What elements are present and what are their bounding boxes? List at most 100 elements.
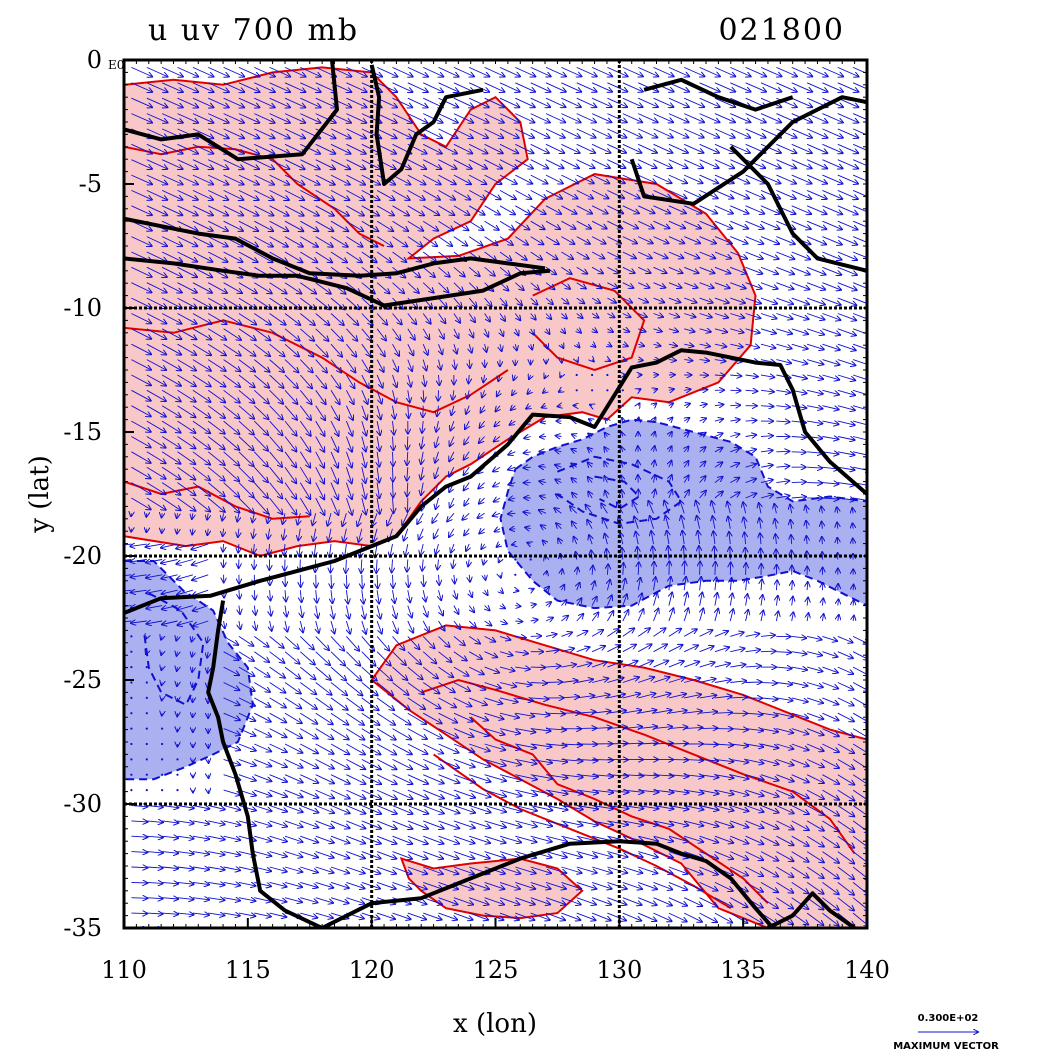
wind-vector-arrow	[653, 251, 668, 258]
wind-vector-arrow	[806, 82, 828, 92]
wind-vector-arrow	[484, 113, 504, 123]
wind-vector-arrow	[515, 159, 533, 169]
wind-vector-arrow	[591, 646, 605, 653]
wind-vector-arrow	[623, 929, 641, 937]
wind-vector-arrow	[432, 513, 439, 523]
wind-vector-arrow	[300, 666, 315, 679]
wind-vector-arrow	[223, 820, 241, 825]
wind-vector-arrow	[300, 866, 318, 872]
wind-vector-arrow	[238, 113, 259, 123]
wind-vector-arrow	[607, 266, 618, 273]
wind-vector-arrow	[822, 359, 839, 365]
wind-vector-arrow	[330, 881, 349, 888]
wind-vector-arrow	[791, 667, 807, 670]
wind-vector-arrow	[607, 929, 625, 937]
wind-vector-arrow	[837, 143, 858, 153]
x-tick-label: 110	[101, 956, 147, 984]
wind-vector-arrow	[177, 282, 197, 293]
wind-vector-arrow	[852, 159, 867, 167]
wind-vector-arrow	[545, 282, 555, 290]
wind-vector-arrow	[760, 159, 781, 169]
wind-vector-arrow	[447, 513, 455, 521]
y-tick-label: -5	[79, 170, 102, 198]
wind-vector-arrow	[269, 205, 289, 216]
wind-vector-arrow	[495, 529, 500, 532]
y-tick-label: -35	[63, 914, 102, 942]
wind-vector-arrow	[484, 128, 504, 138]
wind-vector-arrow	[131, 236, 151, 246]
wind-vector-arrow	[561, 929, 579, 936]
wind-vector-arrow	[776, 466, 789, 467]
wind-vector-arrow	[622, 912, 641, 921]
wind-vector-arrow	[822, 405, 838, 410]
wind-vector-arrow	[346, 174, 365, 185]
reference-vector-value: 0.300E+02	[918, 1013, 979, 1024]
wind-vector-arrow	[561, 236, 574, 244]
wind-vector-arrow	[407, 820, 428, 829]
wind-vector-arrow	[576, 266, 588, 273]
wind-vector-arrow	[591, 143, 610, 153]
wind-vector-arrow	[699, 82, 720, 92]
vector-dot	[161, 773, 164, 776]
wind-vector-arrow	[791, 437, 806, 438]
wind-vector-arrow	[162, 513, 163, 517]
wind-vector-arrow	[715, 562, 716, 575]
wind-vector-arrow	[822, 389, 839, 394]
wind-vector-arrow	[654, 418, 656, 422]
wind-vector-arrow	[561, 251, 573, 259]
wind-vector-arrow	[837, 313, 856, 321]
wind-vector-arrow	[515, 113, 534, 123]
wind-vector-arrow	[745, 435, 757, 437]
wind-vector-arrow	[254, 590, 255, 599]
wind-vector-arrow	[622, 418, 623, 421]
wind-vector-arrow	[669, 561, 670, 575]
wind-vector-arrow	[622, 881, 642, 889]
wind-vector-arrow	[760, 313, 777, 319]
wind-vector-arrow	[668, 645, 683, 653]
wind-vector-arrow	[822, 614, 823, 622]
wind-vector-arrow	[468, 205, 484, 215]
wind-vector-arrow	[637, 628, 650, 637]
wind-vector-arrow	[545, 174, 563, 183]
wind-vector-arrow	[530, 282, 539, 290]
wind-vector-arrow	[269, 682, 286, 693]
wind-vector-arrow	[806, 359, 823, 365]
wind-vector-arrow	[499, 97, 519, 107]
wind-vector-arrow	[238, 159, 259, 169]
wind-vector-arrow	[284, 774, 303, 783]
wind-vector-arrow	[715, 593, 717, 606]
wind-vector-arrow	[346, 851, 365, 859]
wind-vector-arrow	[853, 929, 869, 942]
wind-vector-arrow	[300, 220, 318, 231]
wind-vector-arrow	[837, 297, 857, 305]
wind-vector-arrow	[730, 251, 747, 259]
wind-vector-arrow	[561, 205, 576, 214]
wind-vector-arrow	[822, 143, 842, 153]
wind-vector-arrow	[591, 881, 612, 888]
x-tick-label: 135	[720, 956, 766, 984]
wind-vector-arrow	[177, 113, 199, 123]
wind-vector-arrow	[485, 590, 488, 595]
wind-vector-arrow	[591, 174, 609, 183]
wind-vector-arrow	[238, 866, 256, 871]
wind-vector-arrow	[699, 97, 720, 107]
wind-vector-arrow	[284, 897, 302, 903]
wind-vector-arrow	[591, 128, 611, 138]
wind-vector-arrow	[376, 866, 396, 874]
wind-vector-arrow	[346, 682, 362, 696]
wind-vector-arrow	[177, 205, 198, 216]
wind-vector-arrow	[776, 328, 792, 334]
wind-vector-arrow	[699, 418, 707, 421]
wind-vector-arrow	[131, 806, 147, 807]
wind-vector-arrow	[792, 581, 793, 591]
vector-dot	[130, 635, 133, 638]
wind-vector-arrow	[192, 143, 213, 153]
wind-vector-arrow	[806, 697, 823, 703]
wind-vector-arrow	[760, 189, 780, 198]
wind-vector-arrow	[730, 66, 750, 76]
wind-vector-arrow	[776, 406, 790, 408]
wind-vector-arrow	[223, 97, 245, 107]
wind-vector-arrow	[607, 128, 626, 138]
